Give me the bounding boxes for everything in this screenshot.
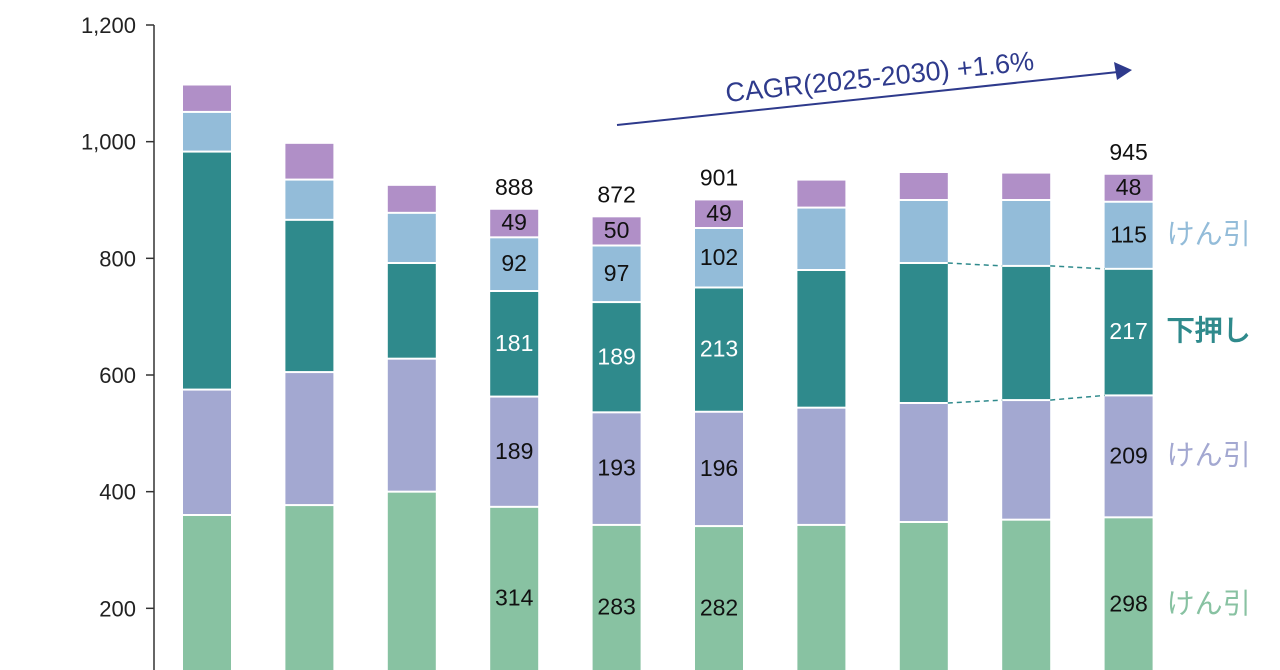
bar-segment <box>695 527 743 670</box>
segment-label: 209 <box>1109 442 1147 468</box>
bar-segment <box>592 246 641 302</box>
segment-label: 314 <box>495 584 534 610</box>
bar-segment <box>490 507 539 670</box>
bar-segment <box>183 112 231 151</box>
bar-segment <box>797 180 846 207</box>
bar-segment <box>592 525 641 670</box>
series-label: けん引 <box>1167 587 1251 620</box>
segment-label: 49 <box>706 200 732 226</box>
y-tick-label: 200 <box>99 596 136 621</box>
bar-segment <box>183 516 231 670</box>
bar-segment <box>899 201 948 262</box>
bar-segment <box>592 303 641 412</box>
y-tick-label: 600 <box>99 363 136 388</box>
segment-label: 196 <box>700 455 738 481</box>
segment-label: 115 <box>1110 221 1147 247</box>
bar-segment <box>1104 396 1153 517</box>
bar-segment <box>797 525 846 670</box>
bar-segment <box>1002 201 1051 265</box>
bar-segment <box>1002 401 1051 519</box>
bar-segment <box>592 217 641 245</box>
y-tick-label: 1,000 <box>81 130 136 155</box>
segment-label: 92 <box>501 250 527 276</box>
bar-segment <box>797 408 846 524</box>
dashed-connector <box>947 262 1003 267</box>
total-label: 872 <box>597 181 635 207</box>
bar-segment <box>695 412 743 526</box>
y-axis: 200 400 600 800 1,000 1,200 <box>81 13 155 670</box>
bar-segment <box>1104 174 1153 201</box>
bar-segment <box>1002 266 1051 400</box>
bar-segment <box>490 238 539 290</box>
bar-segment <box>490 209 539 237</box>
cagr-annotation: CAGR(2025-2030) +1.6% <box>616 46 1132 126</box>
cagr-text: CAGR(2025-2030) +1.6% <box>724 46 1035 108</box>
bar-segment <box>387 264 436 358</box>
bar-segment <box>899 523 948 670</box>
total-label: 888 <box>495 174 533 200</box>
bar-segment <box>285 506 334 670</box>
bar-segment <box>899 264 948 402</box>
bar-segment <box>387 492 436 670</box>
bar-segment <box>899 173 948 199</box>
bar-segment <box>797 208 846 269</box>
segment-label: 50 <box>604 217 630 243</box>
bar-segment <box>1104 269 1153 395</box>
bar-segment <box>695 229 743 287</box>
cagr-arrow-head <box>1114 62 1132 80</box>
dashed-connector <box>947 399 1003 404</box>
bar-segment <box>387 213 436 262</box>
bar-segment <box>695 200 743 227</box>
bar-segment <box>285 373 334 505</box>
segment-label: 283 <box>597 594 635 620</box>
series-label: 下押し <box>1167 314 1251 347</box>
bar-segment <box>1002 173 1051 199</box>
segment-label: 217 <box>1109 318 1147 344</box>
bar-segment <box>1104 518 1153 670</box>
segment-label: 102 <box>700 244 738 270</box>
segment-label: 189 <box>597 343 635 369</box>
segment-label: 49 <box>501 209 527 235</box>
y-tick-label: 1,200 <box>81 13 136 38</box>
segment-label: 48 <box>1116 174 1142 200</box>
cagr-arrow-line <box>616 71 1119 126</box>
dashed-connector <box>1050 394 1105 401</box>
bar-segment <box>592 413 641 524</box>
segment-label: 193 <box>597 455 635 481</box>
bar-segment <box>285 180 334 219</box>
bar-segment <box>285 143 334 179</box>
bar-segment <box>490 397 539 506</box>
y-tick-label: 800 <box>99 246 136 271</box>
segment-label: 189 <box>495 438 533 464</box>
bar-segment <box>1104 202 1153 268</box>
total-label: 901 <box>700 164 738 190</box>
dashed-connector <box>1050 265 1105 270</box>
segment-label: 282 <box>700 594 738 620</box>
bar-segment <box>183 152 231 389</box>
segment-label: 181 <box>495 330 533 356</box>
series-label: けん引 <box>1167 438 1251 471</box>
bar-segment <box>1002 520 1051 670</box>
segment-label: 97 <box>604 260 630 286</box>
teal-trend-dashes <box>947 262 1105 404</box>
bar-segment <box>490 292 539 396</box>
bar-segment <box>797 271 846 407</box>
segment-label: 298 <box>1109 590 1147 616</box>
total-label: 945 <box>1109 139 1147 165</box>
bar-segment <box>183 390 231 514</box>
bars <box>183 85 1153 670</box>
bar-segment <box>285 220 334 372</box>
bar-segment <box>899 404 948 521</box>
bar-segment <box>387 185 436 212</box>
y-tick-label: 400 <box>99 480 136 505</box>
bar-segment <box>695 288 743 411</box>
bar-segment <box>183 85 231 111</box>
series-label: けん引 <box>1167 217 1251 250</box>
data-labels: 314 189 181 92 49 888 283 193 189 97 50 872 282 196 21… <box>495 139 1148 621</box>
bar-segment <box>387 359 436 491</box>
segment-label: 213 <box>700 336 738 362</box>
